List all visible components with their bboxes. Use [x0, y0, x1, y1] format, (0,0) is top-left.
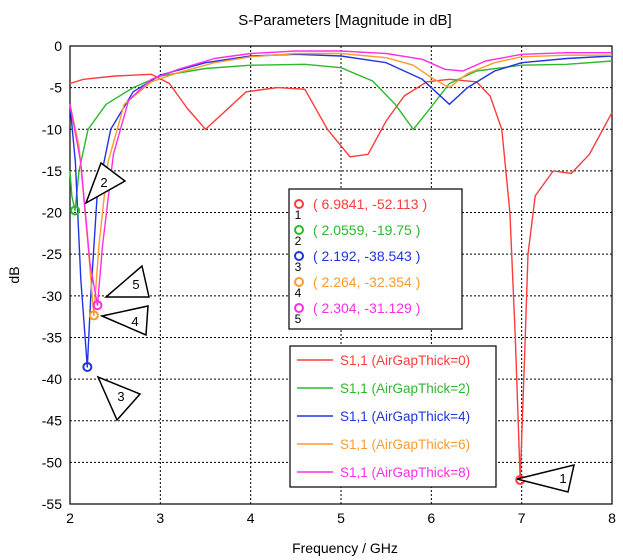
- chart-title: S-Parameters [Magnitude in dB]: [238, 12, 451, 29]
- y-tick-label: -40: [42, 371, 62, 387]
- y-tick-label: -15: [42, 163, 62, 179]
- y-tick-label: -10: [42, 121, 62, 137]
- x-tick-labels: 2 3 4 5 6 7 8: [66, 510, 616, 526]
- x-axis-label: Frequency / GHz: [292, 540, 398, 556]
- readout-marker-number: 3: [295, 260, 302, 274]
- readout-marker-number: 4: [295, 286, 302, 300]
- y-axis-label: dB: [6, 266, 22, 283]
- y-tick-label: 0: [54, 38, 62, 54]
- callout-label-5: 5: [132, 277, 139, 292]
- readout-value-1: ( 6.9841, -52.113 ): [313, 196, 427, 212]
- marker-point-3: [82, 361, 93, 372]
- callout-flag-5: [103, 264, 150, 298]
- callout-flag-2: [84, 161, 127, 205]
- y-tick-label: -55: [42, 496, 62, 512]
- callout-label-2: 2: [100, 175, 107, 190]
- series-line-1: [69, 60, 613, 212]
- marker-point-5: [92, 300, 103, 311]
- readout-value-2: ( 2.0559, -19.75 ): [313, 222, 420, 238]
- y-tick-label: -50: [42, 454, 62, 470]
- readout-marker-icon: [294, 277, 304, 287]
- x-tick-label: 8: [608, 510, 616, 526]
- legend-label-2: S1,1 (AirGapThick=4): [340, 409, 470, 424]
- readout-value-4: ( 2.264, -32.354 ): [313, 274, 420, 290]
- readout-marker-number: 1: [295, 208, 302, 222]
- callout-flag-1: [516, 463, 575, 493]
- legend-label-4: S1,1 (AirGapThick=8): [340, 465, 470, 480]
- legend: S1,1 (AirGapThick=0) S1,1 (AirGapThick=2)…: [289, 345, 497, 488]
- y-tick-label: -25: [42, 246, 62, 262]
- legend-label-3: S1,1 (AirGapThick=6): [340, 437, 470, 452]
- series-lines: [69, 50, 613, 481]
- callout-flag-3: [96, 375, 142, 422]
- marker-readout-box: 1 ( 6.9841, -52.113 ) 2 ( 2.0559, -19.75 ) 3…: [288, 188, 463, 330]
- readout-box-frame: [288, 188, 463, 330]
- marker-callouts: 1 2 3 4 5: [84, 161, 575, 493]
- legend-label-1: S1,1 (AirGapThick=2): [340, 381, 470, 396]
- readout-value-5: ( 2.304, -31.129 ): [313, 300, 420, 316]
- x-tick-label: 3: [156, 510, 164, 526]
- readout-marker-number: 2: [295, 234, 302, 248]
- y-tick-label: -5: [50, 80, 63, 96]
- y-tick-label: -20: [42, 205, 62, 221]
- series-line-2: [69, 53, 613, 368]
- readout-marker-icon: [294, 251, 304, 261]
- legend-label-0: S1,1 (AirGapThick=0): [340, 353, 470, 368]
- series-line-3: [69, 52, 612, 317]
- x-tick-label: 6: [427, 510, 435, 526]
- readout-marker-icon: [294, 303, 304, 313]
- readout-marker-number: 5: [295, 312, 302, 326]
- x-tick-label: 2: [66, 510, 74, 526]
- marker-point-4: [88, 310, 99, 321]
- y-tick-labels: 0 -5 -10 -15 -20 -25 -30 -35 -40 -45 -50 -55: [42, 38, 62, 512]
- y-tick-label: -30: [42, 288, 62, 304]
- callout-flag-4: [99, 305, 149, 337]
- callout-label-3: 3: [117, 389, 124, 404]
- y-tick-label: -45: [42, 413, 62, 429]
- readout-value-3: ( 2.192, -38.543 ): [313, 248, 420, 264]
- marker-point-2: [70, 205, 81, 216]
- y-tick-label: -35: [42, 329, 62, 345]
- x-tick-label: 7: [518, 510, 526, 526]
- x-tick-label: 5: [337, 510, 345, 526]
- callout-label-1: 1: [559, 471, 566, 486]
- callout-label-4: 4: [131, 314, 138, 329]
- x-tick-label: 4: [247, 510, 255, 526]
- series-line-4: [69, 50, 612, 306]
- readout-marker-icon: [294, 225, 304, 235]
- series-line-0: [69, 73, 613, 481]
- readout-marker-icon: [294, 199, 304, 209]
